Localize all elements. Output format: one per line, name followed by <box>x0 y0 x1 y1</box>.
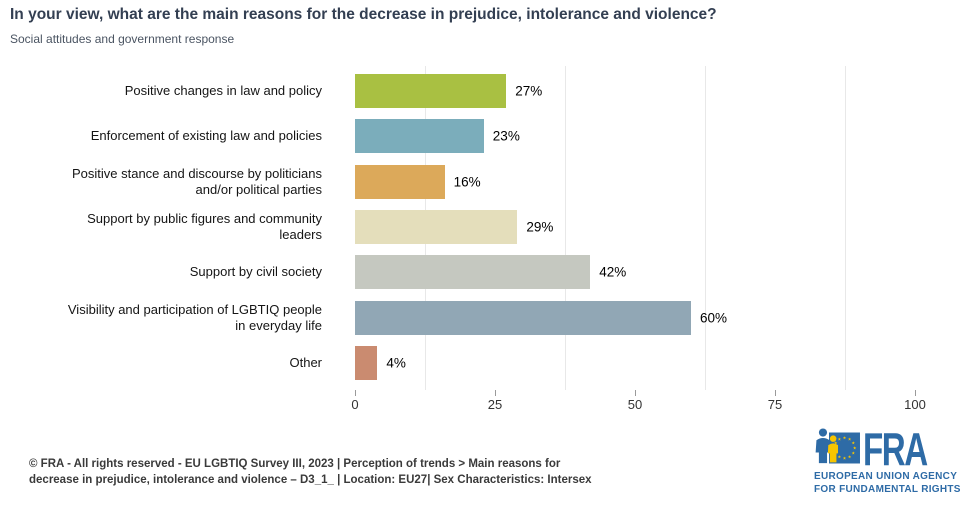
bar-track: 29% <box>355 209 970 244</box>
bar-track: 23% <box>355 119 970 154</box>
bar-row: Visibility and participation of LGBTIQ p… <box>0 295 970 340</box>
copyright-note: © FRA - All rights reserved - EU LGBTIQ … <box>29 457 592 488</box>
x-axis: 0 25 50 75 100 <box>351 390 926 416</box>
bar-row: Support by civil society 42% <box>0 250 970 295</box>
bar <box>355 346 378 381</box>
value-label: 60% <box>700 310 728 326</box>
x-axis-tick <box>775 390 776 396</box>
x-axis-tick-label: 75 <box>767 397 783 412</box>
x-axis-tick-label: 50 <box>627 397 643 412</box>
chart-title: In your view, what are the main reasons … <box>10 6 717 23</box>
bar-row: Enforcement of existing law and policies… <box>0 113 970 158</box>
logo-tagline-2: FOR FUNDAMENTAL RIGHTS <box>814 484 961 495</box>
bar-row: Other 4% <box>0 341 970 386</box>
category-label: Support by public figures and community … <box>87 210 322 242</box>
value-label: 23% <box>492 128 520 144</box>
value-label: 27% <box>515 83 543 99</box>
bar-row: Positive changes in law and policy 27% <box>0 68 970 113</box>
category-label: Positive changes in law and policy <box>124 82 322 98</box>
x-axis-tick <box>635 390 636 396</box>
value-label: 16% <box>453 174 481 190</box>
x-axis-tick-label: 25 <box>487 397 503 412</box>
logo-tagline-1: EUROPEAN UNION AGENCY <box>814 471 958 482</box>
category-label: Positive stance and discourse by politic… <box>71 165 322 197</box>
bar-row: Positive stance and discourse by politic… <box>0 159 970 204</box>
bar <box>355 119 484 154</box>
category-label: Enforcement of existing law and policies <box>90 128 322 144</box>
value-label: 29% <box>526 219 554 235</box>
bar <box>355 209 518 244</box>
minor-gridline <box>845 66 846 390</box>
minor-gridline <box>705 66 706 390</box>
minor-gridline <box>565 66 566 390</box>
bar-track: 16% <box>355 164 970 199</box>
fra-logo: FRA EUROPEAN UNION AGENCY FOR FUNDAMENTA… <box>814 423 961 496</box>
bar-track: 42% <box>355 255 970 290</box>
category-label: Visibility and participation of LGBTIQ p… <box>67 301 322 333</box>
bar-rows: Positive changes in law and policy 27% Enf… <box>0 68 970 386</box>
bar <box>355 73 507 108</box>
bar <box>355 300 691 335</box>
value-label: 4% <box>386 355 406 371</box>
people-figures-icon <box>815 428 839 464</box>
bar <box>355 164 445 199</box>
category-label: Support by civil society <box>189 264 322 280</box>
bar-track: 4% <box>355 346 970 381</box>
x-axis-tick <box>355 390 356 396</box>
category-label: Other <box>289 355 322 371</box>
fra-logo-mark: FRA <box>814 423 952 475</box>
fra-acronym: FRA <box>863 423 928 475</box>
chart-subtitle: Social attitudes and government response <box>10 32 235 46</box>
x-axis-tick-label: 100 <box>904 397 926 412</box>
copyright-line-2: decrease in prejudice, intolerance and v… <box>29 473 592 486</box>
x-axis-tick <box>495 390 496 396</box>
bar-track: 27% <box>355 73 970 108</box>
copyright-line-1: © FRA - All rights reserved - EU LGBTIQ … <box>29 458 561 470</box>
bar-track: 60% <box>355 300 970 335</box>
value-label: 42% <box>599 264 627 280</box>
x-axis-tick-label: 0 <box>351 397 359 412</box>
bar-row: Support by public figures and community … <box>0 204 970 249</box>
x-axis-tick <box>915 390 916 396</box>
bar <box>355 255 591 290</box>
